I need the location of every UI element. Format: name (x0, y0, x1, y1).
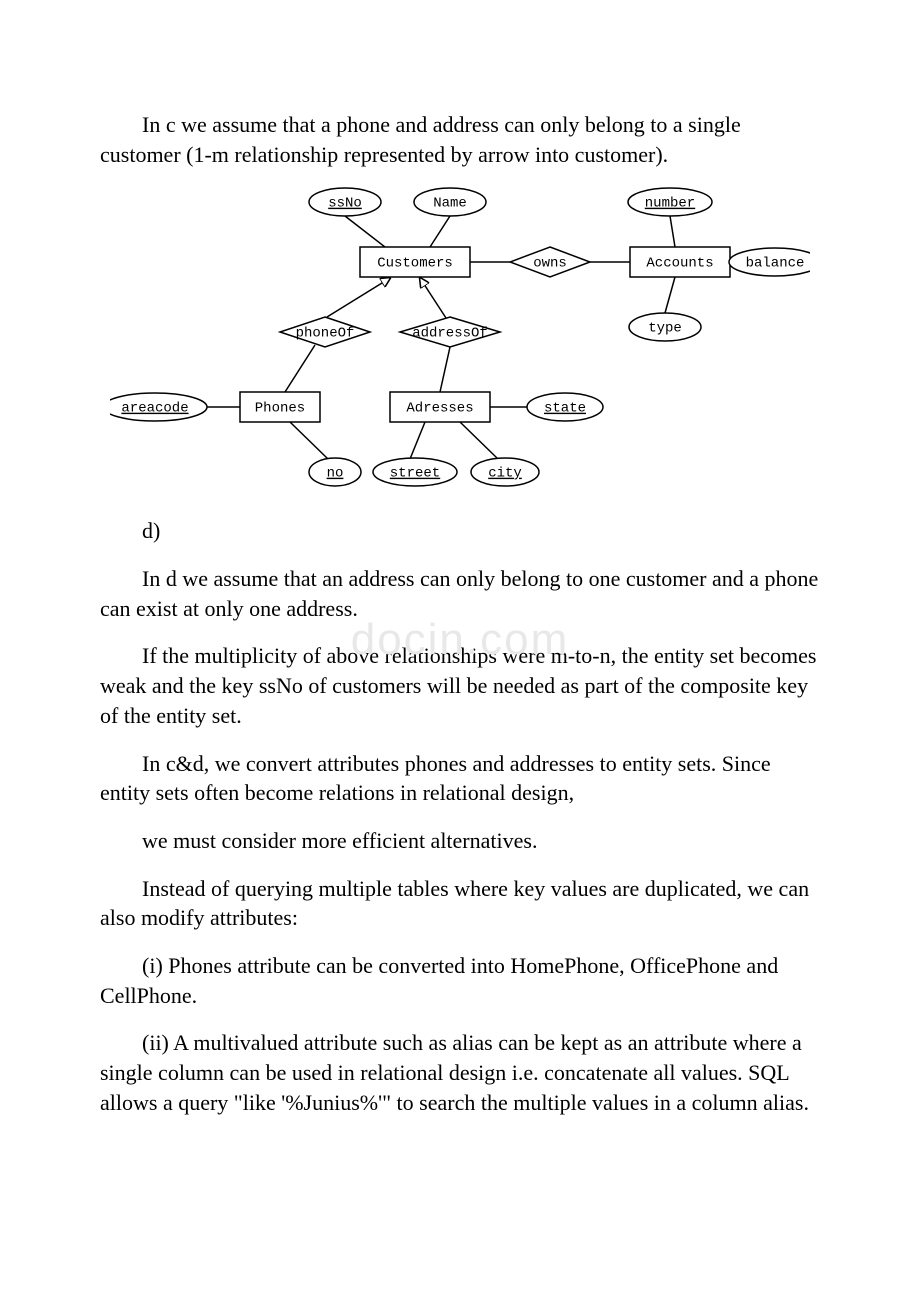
svg-text:Name: Name (433, 196, 467, 212)
entity-phones: Phones (240, 392, 320, 422)
svg-text:phoneOf: phoneOf (296, 326, 355, 342)
attribute-type: type (629, 313, 701, 341)
relationship-phoneOf: phoneOf (280, 317, 370, 347)
er-edge (665, 277, 675, 313)
er-edge (290, 422, 328, 459)
svg-text:state: state (544, 401, 586, 417)
svg-text:ssNo: ssNo (328, 196, 362, 212)
attribute-balance: balance (729, 248, 810, 276)
er-diagram: Customers Accounts Phones Adresses owns phone… (110, 187, 810, 497)
svg-text:type: type (648, 321, 682, 337)
attribute-name: Name (414, 188, 486, 216)
er-edge (410, 422, 425, 459)
svg-text:Adresses: Adresses (406, 401, 473, 417)
er-edge (285, 345, 315, 392)
paragraph-option-i: (i) Phones attribute can be converted in… (100, 951, 820, 1010)
er-edge (327, 278, 390, 317)
paragraph-efficient: we must consider more efficient alternat… (100, 826, 820, 856)
er-edge (345, 216, 385, 247)
svg-text:number: number (645, 196, 695, 212)
svg-text:no: no (327, 466, 344, 482)
attribute-state: state (527, 393, 603, 421)
svg-text:Phones: Phones (255, 401, 305, 417)
er-edge (460, 422, 498, 459)
paragraph-option-ii: (ii) A multivalued attribute such as ali… (100, 1028, 820, 1117)
paragraph-convert: In c&d, we convert attributes phones and… (100, 749, 820, 808)
svg-text:balance: balance (746, 256, 805, 272)
attribute-street: street (373, 458, 457, 486)
svg-text:city: city (488, 466, 522, 482)
paragraph-modify-attrs: Instead of querying multiple tables wher… (100, 874, 820, 933)
svg-text:areacode: areacode (121, 401, 188, 417)
attribute-city: city (471, 458, 539, 486)
attribute-number: number (628, 188, 712, 216)
paragraph-c-assumption: In c we assume that a phone and address … (100, 110, 820, 169)
er-edge (430, 216, 450, 247)
attribute-ssNo: ssNo (309, 188, 381, 216)
entity-addresses: Adresses (390, 392, 490, 422)
er-edge (670, 216, 675, 247)
relationship-owns: owns (510, 247, 590, 277)
er-diagram-container: Customers Accounts Phones Adresses owns phone… (100, 187, 820, 502)
svg-text:Accounts: Accounts (646, 256, 713, 272)
svg-text:street: street (390, 466, 440, 482)
paragraph-multiplicity: If the multiplicity of above relationshi… (100, 641, 820, 730)
er-edge (440, 347, 450, 392)
attribute-no: no (309, 458, 361, 486)
entity-accounts: Accounts (630, 247, 730, 277)
entity-customers: Customers (360, 247, 470, 277)
relationship-addressOf: addressOf (400, 317, 500, 347)
er-edge (420, 278, 446, 318)
svg-text:addressOf: addressOf (412, 326, 488, 342)
attribute-areacode: areacode (110, 393, 207, 421)
svg-text:Customers: Customers (377, 256, 453, 272)
section-d-label: d) (100, 516, 820, 546)
svg-text:owns: owns (533, 256, 567, 272)
paragraph-d-assumption: In d we assume that an address can only … (100, 564, 820, 623)
